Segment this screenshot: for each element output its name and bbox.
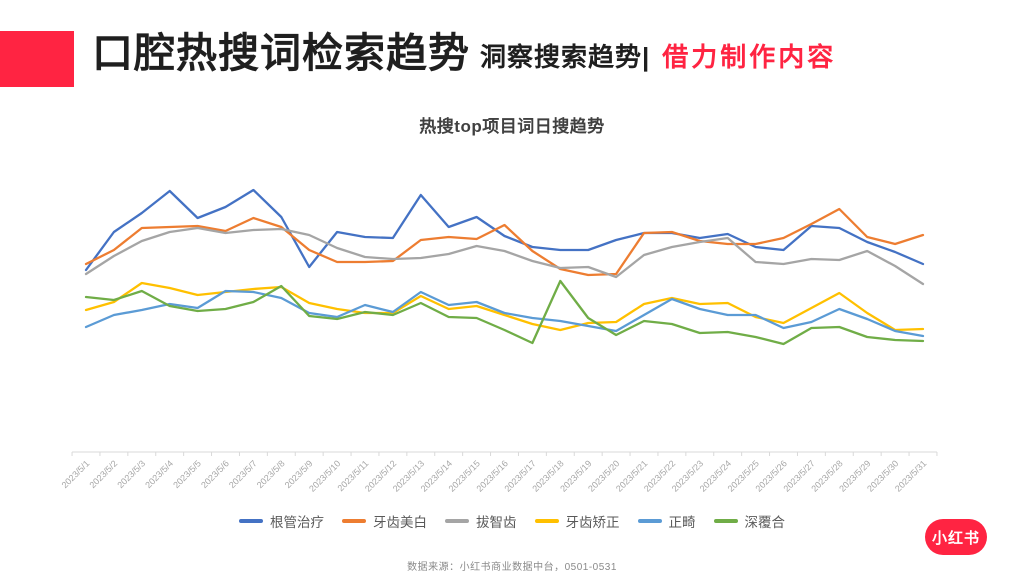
x-axis-label: 2023/5/8 [255,458,287,490]
x-axis-label: 2023/5/5 [171,458,203,490]
page-title: 口腔热搜词检索趋势 [92,30,470,76]
line-series-deep-overbite [84,279,925,346]
legend-item-root-canal-treatment: 根管治疗 [239,511,324,531]
legend-item-teeth-alignment: 牙齿矫正 [534,511,620,531]
x-axis-label: 2023/5/6 [199,458,231,490]
legend-item-orthodontics: 正畸 [637,511,696,531]
legend-label: 根管治疗 [270,515,324,530]
legend-swatch-teeth-alignment [534,519,559,523]
header: 口腔热搜词检索趋势 洞察搜索趋势| 借力制作内容 [92,30,836,77]
legend-swatch-orthodontics [637,519,662,523]
x-axis-label: 2023/5/4 [143,458,175,490]
legend-label: 牙齿美白 [373,515,427,530]
x-axis-label: 2023/5/3 [115,458,147,490]
xiaohongshu-logo: 小红书 [925,519,987,555]
page-highlight: 借力制作内容 [662,42,837,73]
line-series-orthodontics [84,289,925,338]
legend-item-wisdom-tooth-extraction: 拔智齿 [445,511,517,531]
legend-swatch-teeth-whitening [342,519,366,523]
legend-item-teeth-whitening: 牙齿美白 [342,511,427,531]
x-axis-label: 2023/5/7 [227,458,259,490]
line-series-teeth-whitening [84,207,925,277]
x-axis-label: 2023/5/2 [87,458,119,490]
legend-label: 深覆合 [744,515,786,530]
line-series-root-canal-treatment [84,188,925,272]
legend-swatch-wisdom-tooth-extraction [445,519,469,523]
header-accent-block [0,31,74,87]
line-series-teeth-alignment [84,281,925,332]
line-series-wisdom-tooth-extraction [84,226,925,286]
xiaohongshu-logo-text: 小红书 [931,529,980,547]
legend-item-deep-overbite: 深覆合 [713,511,786,531]
legend-swatch-deep-overbite [713,519,738,523]
legend-label: 正畸 [668,515,696,530]
chart-title: 热搜top项目词日搜趋势 [419,117,605,136]
legend-swatch-root-canal-treatment [239,519,263,523]
source-note: 数据来源：小红书商业数据中台，0501-0531 [407,562,617,573]
legend-label: 牙齿矫正 [565,515,620,530]
x-axis-label: 2023/5/1 [60,458,92,490]
chart-legend: 根管治疗 牙齿美白 拔智齿 牙齿矫正 正畸 深覆合 [0,511,1024,531]
legend-label: 拔智齿 [476,515,517,530]
page-subtitle: 洞察搜索趋势| [480,42,651,73]
